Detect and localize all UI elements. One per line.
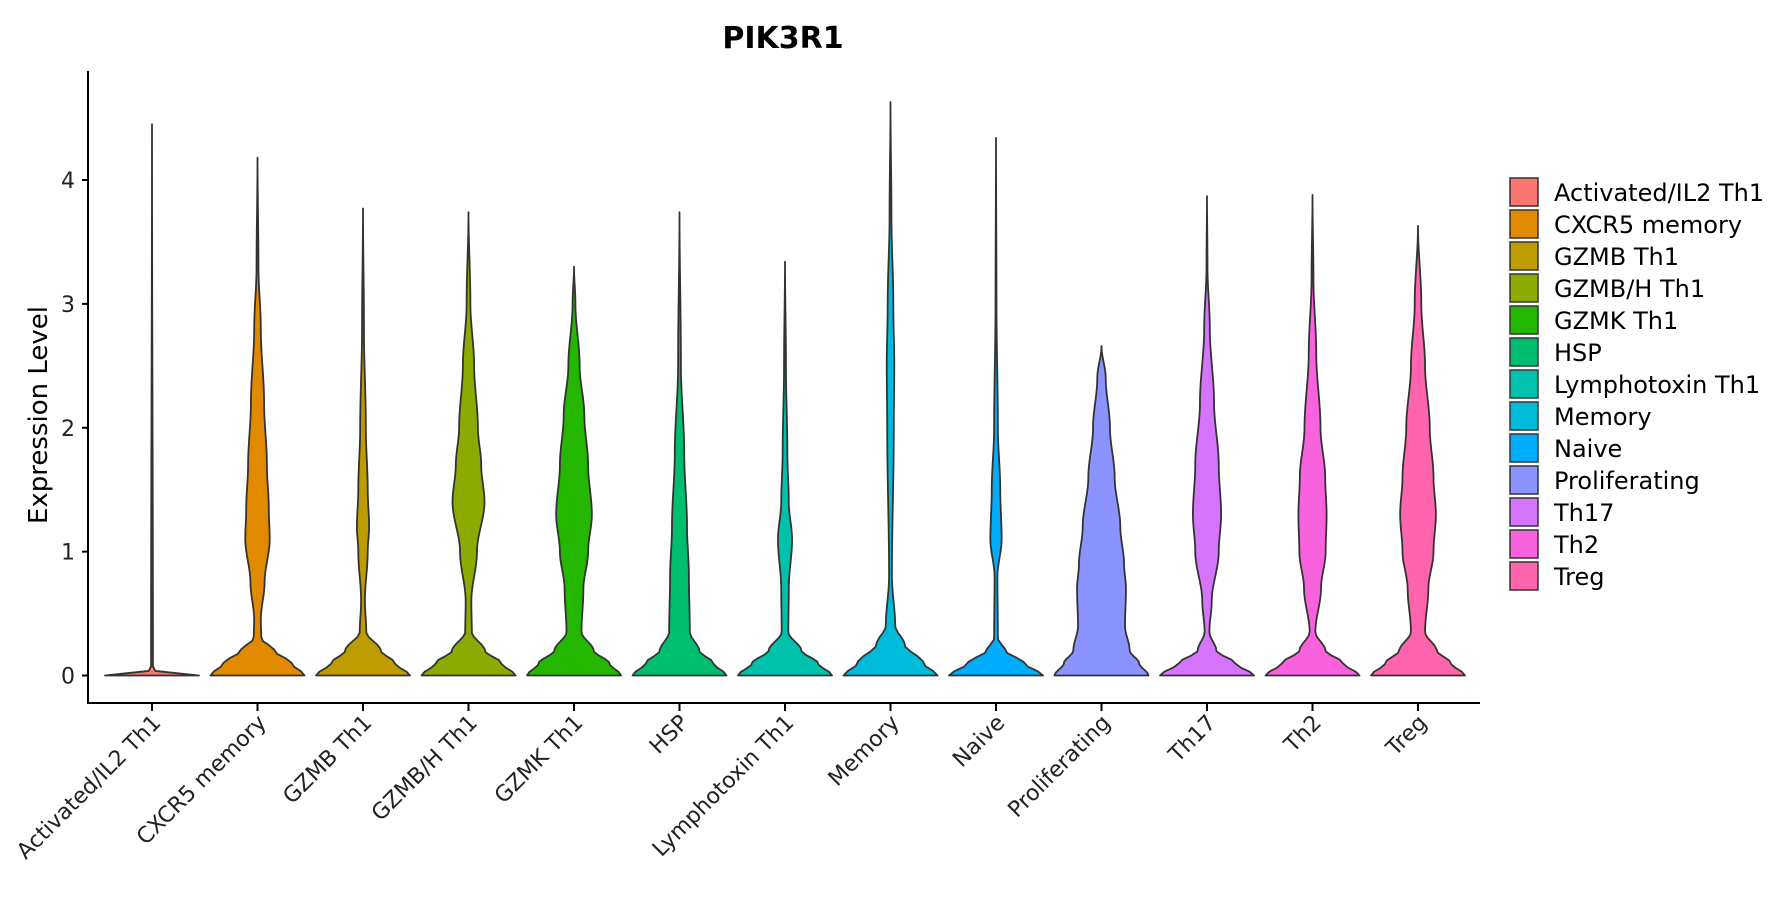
violin-1 <box>104 123 200 677</box>
legend: Activated/IL2 Th1 CXCR5 memory GZMB Th1 GZM… <box>1509 177 1764 591</box>
legend-swatch <box>1509 561 1539 591</box>
legend-label: GZMB/H Th1 <box>1554 275 1705 303</box>
legend-swatch <box>1509 369 1539 399</box>
x-tick-label: Treg <box>1381 711 1432 762</box>
violins-layer <box>104 101 1466 677</box>
x-tick-label: GZMB/H Th1 <box>367 711 483 827</box>
y-ticks: 0 1 2 3 4 <box>61 169 88 690</box>
violin-11 <box>1159 195 1255 677</box>
legend-swatch <box>1509 177 1539 207</box>
legend-label: Naive <box>1554 435 1622 463</box>
axes <box>87 71 1480 704</box>
legend-swatch <box>1509 337 1539 367</box>
legend-swatch <box>1509 209 1539 239</box>
violin-6 <box>631 211 728 677</box>
legend-swatch <box>1509 273 1539 303</box>
y-tick-label: 1 <box>61 541 75 566</box>
legend-label: Treg <box>1553 563 1604 591</box>
y-tick-label: 4 <box>61 169 75 194</box>
legend-label: Lymphotoxin Th1 <box>1554 371 1760 399</box>
violin-9 <box>948 136 1044 677</box>
legend-label: Memory <box>1554 403 1652 431</box>
x-tick-label: Th17 <box>1164 711 1222 769</box>
legend-label: Th2 <box>1553 531 1599 559</box>
legend-swatch <box>1509 529 1539 559</box>
chart-title: PIK3R1 <box>722 21 843 56</box>
violin-3 <box>315 207 411 677</box>
violin-4 <box>420 211 517 677</box>
violin-12 <box>1264 193 1361 677</box>
y-tick-label: 3 <box>61 293 75 318</box>
violin-10 <box>1053 345 1150 677</box>
legend-label: HSP <box>1554 339 1602 367</box>
legend-swatch <box>1509 465 1539 495</box>
legend-label: Proliferating <box>1554 467 1700 495</box>
violin-8 <box>842 101 939 677</box>
legend-label: CXCR5 memory <box>1554 211 1742 239</box>
x-tick-label: HSP <box>645 711 694 760</box>
violin-2 <box>209 156 306 677</box>
legend-label: Th17 <box>1553 499 1614 527</box>
y-tick-label: 0 <box>61 665 75 690</box>
y-tick-label: 2 <box>61 417 75 442</box>
x-tick-label: GZMK Th1 <box>490 711 588 809</box>
x-tick-label: Proliferating <box>1004 711 1116 823</box>
x-tick-label: GZMB Th1 <box>279 711 378 810</box>
violin-13 <box>1370 224 1466 677</box>
x-tick-label: Naive <box>948 711 1010 773</box>
legend-swatch <box>1509 433 1539 463</box>
legend-label: GZMB Th1 <box>1554 243 1679 271</box>
legend-swatch <box>1509 497 1539 527</box>
legend-swatch <box>1509 401 1539 431</box>
x-tick-label: Th2 <box>1279 711 1327 759</box>
legend-label: GZMK Th1 <box>1554 307 1678 335</box>
x-tick-label: Memory <box>824 711 905 792</box>
legend-label: Activated/IL2 Th1 <box>1554 179 1764 207</box>
legend-swatch <box>1509 305 1539 335</box>
y-axis-title: Expression Level <box>24 306 54 524</box>
legend-swatch <box>1509 241 1539 271</box>
violin-5 <box>526 265 622 677</box>
violin-7 <box>737 260 833 677</box>
